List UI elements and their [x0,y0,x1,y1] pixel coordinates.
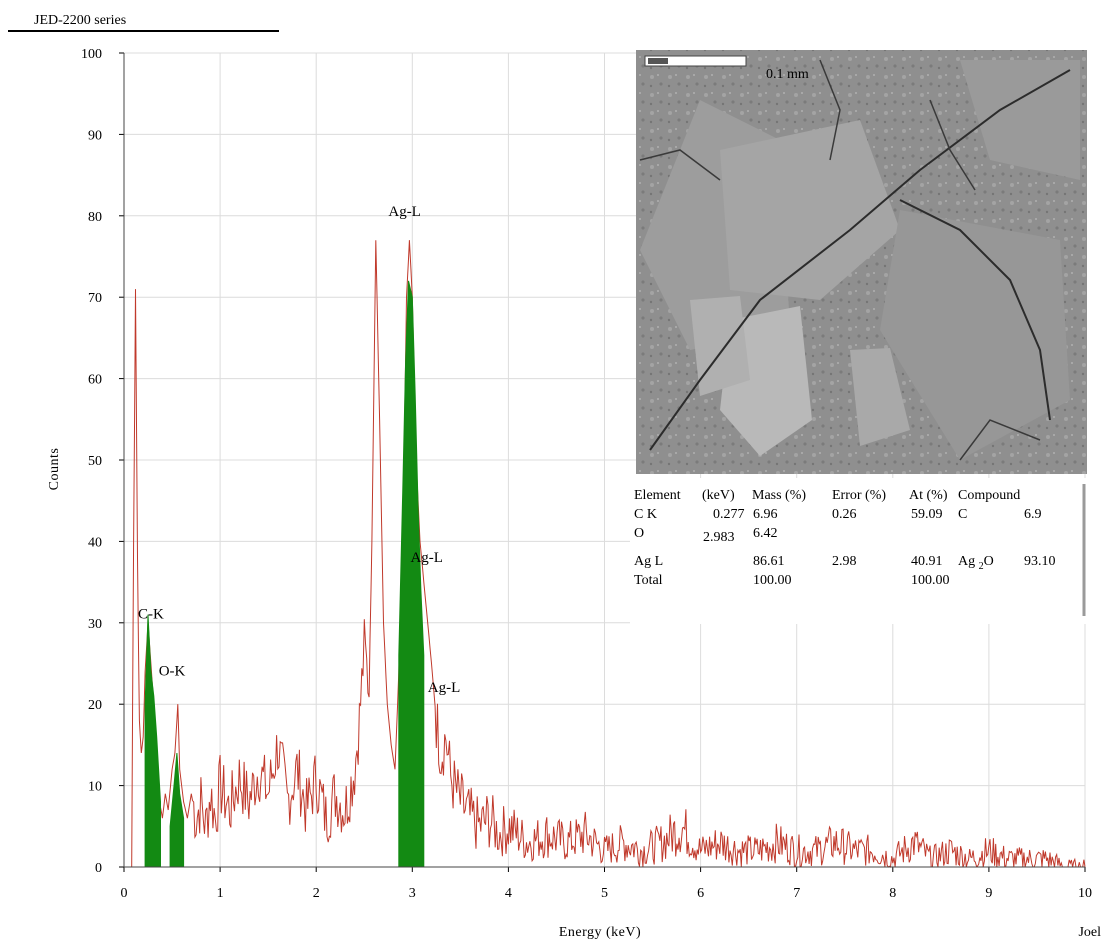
peak-label-3: C-K [138,607,164,623]
compound-subscript: 2 [979,561,984,572]
spectrum-line [131,240,1086,868]
table-row-4-at: 100.00 [911,573,950,588]
compound-suffix: O [984,554,994,569]
y-tick-label-6: 60 [88,373,102,388]
y-tick-label-9: 90 [88,128,102,143]
peak-label-0: Ag-L [388,204,421,220]
y-tick-label-4: 40 [88,535,102,550]
table-header-at: At (%) [909,488,948,503]
sem-micrograph: 0.1 mm [636,50,1087,474]
peak-fill-o-k [169,752,185,868]
peak-label-4: O-K [159,664,186,680]
micrograph-scale-label: 0.1 mm [766,67,809,82]
compound-ag2o-label: Ag [958,554,975,569]
chart-axes: 0 10 20 30 40 50 60 70 80 90 100 0 1 2 3 4 5 6 7 8 9 10 [81,47,1092,901]
table-row-3-element: Ag L [634,554,663,569]
y-tick-label-5: 50 [88,454,102,469]
peak-annotations: Ag-L Ag-L Ag-L C-K O-K [138,204,460,696]
table-row-3-at: 40.91 [911,554,943,569]
table-row-1-element: C K [634,507,657,522]
table-row-1-kev: 0.277 [713,507,745,522]
x-tick-label-0: 0 [121,886,128,901]
composition-table: Element (keV) Mass (%) Error (%) At (%) … [630,478,1086,624]
x-tick-label-7: 7 [793,886,800,901]
x-tick-label-5: 5 [601,886,608,901]
y-axis-title: Counts [47,448,62,491]
y-tick-label-10: 100 [81,47,102,62]
table-row-1-error: 0.26 [832,507,857,522]
table-header-error: Error (%) [832,488,886,503]
table-row-1-at: 59.09 [911,507,943,522]
y-tick-label-8: 80 [88,210,102,225]
table-row-1-mass: 6.96 [753,507,778,522]
table-header-element: Element [634,488,681,503]
corner-label: Joel [1078,925,1101,940]
series-label: JED-2200 series [34,13,126,28]
table-row-3-compound: Ag 2O [958,554,994,572]
x-tick-label-10: 10 [1078,886,1092,901]
x-tick-label-1: 1 [217,886,224,901]
y-tick-label-7: 70 [88,291,102,306]
y-tick-label-2: 20 [88,698,102,713]
table-row-4-mass: 100.00 [753,573,792,588]
table-row-2-mass: 6.42 [753,526,778,541]
x-tick-label-6: 6 [697,886,704,901]
x-tick-label-2: 2 [313,886,320,901]
table-row-2-kev: 2.983 [703,530,735,545]
peak-label-2: Ag-L [428,680,461,696]
peak-fill-ag-l [398,280,425,868]
spectrum-layer [131,240,1086,868]
peak-fill-c-k [144,614,161,868]
table-row-4-element: Total [634,573,663,588]
x-tick-label-4: 4 [505,886,512,901]
table-header-kev: (keV) [702,488,735,503]
x-tick-label-9: 9 [985,886,992,901]
table-header-mass: Mass (%) [752,488,806,503]
x-axis-title: Energy (keV) [559,925,641,940]
table-row-1-compound-value: 6.9 [1024,507,1042,522]
table-row-1-compound: C [958,507,967,522]
table-row-3-mass: 86.61 [753,554,785,569]
y-tick-label-3: 30 [88,617,102,632]
table-row-3-compound-value: 93.10 [1024,554,1056,569]
table-row-2-element: O [634,526,644,541]
y-tick-label-1: 10 [88,780,102,795]
y-tick-label-0: 0 [95,861,102,876]
peak-label-1: Ag-L [410,550,443,566]
x-tick-label-8: 8 [889,886,896,901]
table-header-compound: Compound [958,488,1020,503]
table-row-3-error: 2.98 [832,554,857,569]
x-tick-label-3: 3 [409,886,416,901]
